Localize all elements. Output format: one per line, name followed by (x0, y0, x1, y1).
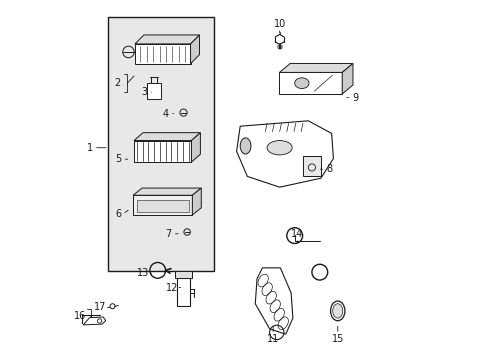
Text: 3: 3 (141, 87, 147, 97)
Bar (108, 17, 214, 271)
Ellipse shape (330, 301, 344, 321)
Bar (303, 156, 320, 176)
Polygon shape (255, 268, 292, 334)
Text: 9: 9 (352, 93, 358, 103)
Polygon shape (135, 44, 190, 64)
Text: 14: 14 (291, 229, 303, 239)
Ellipse shape (332, 304, 342, 318)
Polygon shape (279, 63, 352, 72)
Polygon shape (342, 63, 352, 94)
Polygon shape (191, 133, 200, 162)
Text: 8: 8 (326, 164, 332, 174)
Text: 16: 16 (74, 311, 86, 320)
Text: 17: 17 (94, 302, 106, 312)
Polygon shape (236, 121, 333, 187)
Ellipse shape (294, 78, 308, 89)
Text: 11: 11 (266, 333, 279, 343)
Text: 6: 6 (115, 209, 121, 219)
Text: 5: 5 (115, 154, 121, 164)
Polygon shape (134, 133, 200, 140)
Text: 15: 15 (331, 333, 343, 343)
Bar (147, 83, 161, 99)
Text: 2: 2 (114, 78, 120, 88)
Polygon shape (83, 317, 105, 325)
Text: 10: 10 (273, 19, 285, 29)
Ellipse shape (266, 140, 292, 155)
Text: 4: 4 (162, 109, 168, 119)
Polygon shape (192, 188, 201, 215)
Polygon shape (135, 35, 199, 44)
Bar (175, 271, 191, 278)
Text: 1: 1 (86, 143, 92, 153)
Polygon shape (279, 72, 342, 94)
Text: 13: 13 (137, 268, 149, 278)
Polygon shape (134, 140, 191, 162)
Ellipse shape (240, 138, 250, 154)
Text: 7: 7 (165, 229, 171, 239)
Bar (137, 199, 188, 212)
Polygon shape (190, 35, 199, 64)
Text: 12: 12 (165, 283, 178, 293)
Polygon shape (133, 188, 201, 195)
Bar (176, 273, 190, 306)
Polygon shape (133, 195, 192, 215)
